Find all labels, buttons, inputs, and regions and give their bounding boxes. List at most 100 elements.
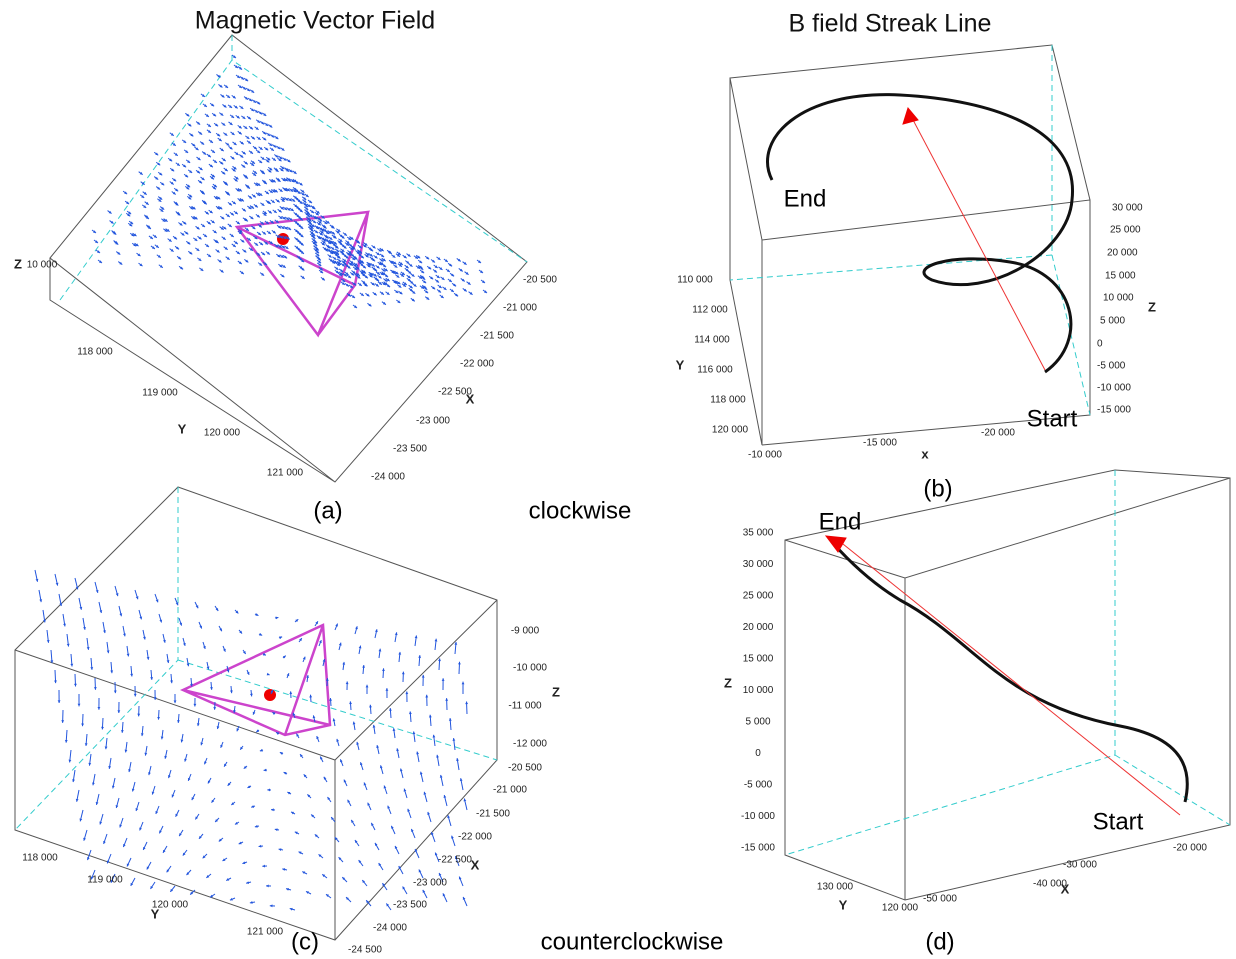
field-arrowhead xyxy=(346,240,350,244)
field-arrowhead xyxy=(206,244,209,248)
field-arrowhead xyxy=(336,255,340,258)
field-arrowhead xyxy=(99,821,103,825)
field-arrowhead xyxy=(193,703,197,707)
field-arrowhead xyxy=(213,160,217,163)
field-arrowhead xyxy=(81,723,85,727)
field-arrowhead xyxy=(238,188,242,192)
field-arrowhead xyxy=(203,201,207,205)
field-arrowhead xyxy=(265,191,269,195)
field-arrowhead xyxy=(275,220,279,223)
field-arrowhead xyxy=(113,690,117,694)
field-arrowhead xyxy=(83,837,86,841)
field-arrowhead xyxy=(254,146,257,150)
field-arrowhead xyxy=(335,252,339,255)
field-arrowhead xyxy=(355,626,358,630)
field-arrowhead xyxy=(266,884,269,888)
field-arrowhead xyxy=(443,287,447,290)
field-arrowhead xyxy=(232,168,236,172)
x-tick-label: -10 000 xyxy=(748,450,782,461)
field-arrowhead xyxy=(313,215,317,219)
field-arrowhead xyxy=(256,214,260,218)
field-arrowhead xyxy=(299,209,303,213)
y-tick-label: 118 000 xyxy=(710,395,746,406)
field-arrowhead xyxy=(133,233,137,237)
field-arrowhead xyxy=(323,228,327,232)
field-arrowhead xyxy=(258,224,262,228)
field-arrowhead xyxy=(259,262,263,266)
field-arrowhead xyxy=(340,234,344,238)
field-arrowhead xyxy=(321,215,325,219)
field-arrowhead xyxy=(257,252,261,256)
field-arrowhead xyxy=(338,642,342,646)
field-arrowhead xyxy=(365,254,369,258)
field-arrowhead xyxy=(351,253,355,257)
field-arrowhead xyxy=(315,230,319,234)
field-arrowhead xyxy=(418,276,422,279)
field-arrowhead xyxy=(255,242,259,246)
field-arrowhead xyxy=(123,844,126,848)
field-arrowhead xyxy=(187,160,191,163)
field-arrowhead xyxy=(92,782,95,786)
field-arrowhead xyxy=(338,857,342,861)
field-arrowhead xyxy=(401,272,405,275)
field-arrowhead xyxy=(316,736,319,740)
field-arrowhead xyxy=(141,181,145,185)
field-arrowhead xyxy=(265,221,269,224)
field-arrowhead xyxy=(243,249,247,253)
field-arrowhead xyxy=(350,236,354,240)
y-tick-label: 130 000 xyxy=(817,882,854,893)
field-arrowhead xyxy=(459,268,463,272)
field-arrowhead xyxy=(382,282,386,286)
axis-label: Y xyxy=(178,421,187,436)
y-tick-label: 121 000 xyxy=(267,468,304,479)
field-arrowhead xyxy=(357,275,361,279)
field-arrowhead xyxy=(378,262,382,266)
axis-label: Z xyxy=(552,684,560,699)
field-arrowhead xyxy=(140,733,144,737)
field-arrowhead xyxy=(216,249,220,253)
field-arrowhead xyxy=(465,701,469,705)
field-arrowhead xyxy=(463,261,467,265)
field-arrowhead xyxy=(352,270,356,274)
x-tick-label: -21 000 xyxy=(493,785,527,796)
field-arrowhead xyxy=(224,246,228,250)
field-arrowhead xyxy=(269,124,273,128)
field-arrowhead xyxy=(302,656,306,660)
field-arrowhead xyxy=(281,147,285,151)
field-arrowhead xyxy=(371,263,375,267)
field-arrowhead xyxy=(445,698,449,701)
field-arrowhead xyxy=(233,710,236,713)
field-arrowhead xyxy=(419,771,423,775)
field-arrowhead xyxy=(362,270,366,273)
field-arrowhead xyxy=(186,113,190,117)
field-arrowhead xyxy=(413,283,417,287)
field-arrowhead xyxy=(172,191,176,195)
field-arrowhead xyxy=(323,776,327,780)
field-arrowhead xyxy=(57,700,61,704)
field-arrowhead xyxy=(242,208,246,212)
field-arrowhead xyxy=(164,218,168,222)
field-arrowhead xyxy=(191,797,195,801)
x-tick-label: -21 500 xyxy=(476,809,510,820)
field-arrowhead xyxy=(137,713,141,717)
field-arrowhead xyxy=(403,282,407,285)
field-arrowhead xyxy=(259,160,263,164)
field-arrowhead xyxy=(346,897,349,901)
arrowhead-d xyxy=(824,535,847,553)
field-arrowhead xyxy=(348,275,351,278)
field-arrowhead xyxy=(312,235,316,239)
field-arrowhead xyxy=(279,752,283,755)
field-arrowhead xyxy=(360,263,364,266)
field-arrowhead xyxy=(337,229,341,232)
field-arrowhead xyxy=(281,274,285,278)
axis-label: Y xyxy=(676,357,685,372)
field-arrowhead xyxy=(79,606,83,610)
field-arrowhead xyxy=(283,187,287,191)
field-arrowhead xyxy=(356,250,360,254)
field-arrowhead xyxy=(358,245,362,249)
panel-label: (a) xyxy=(313,497,342,524)
field-arrowhead xyxy=(219,84,223,88)
field-arrowhead xyxy=(249,195,252,199)
field-arrowhead xyxy=(456,758,459,761)
field-arrowhead xyxy=(354,267,358,271)
